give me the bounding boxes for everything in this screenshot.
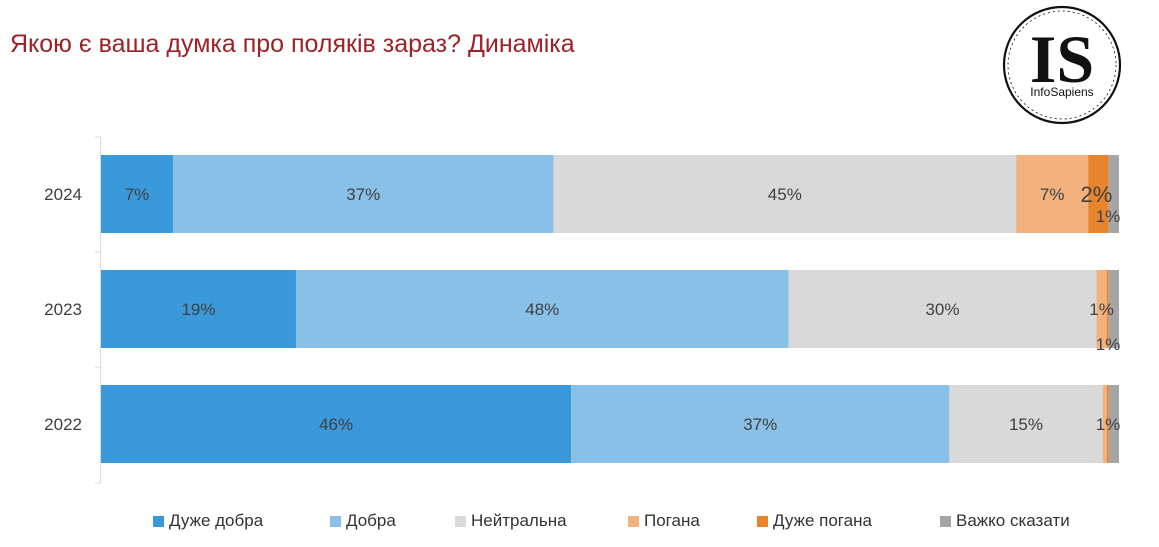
data-label: 30% xyxy=(925,300,959,319)
legend-item: Погана xyxy=(628,511,700,531)
legend-label: Добра xyxy=(346,511,396,530)
data-label: 45% xyxy=(768,185,802,204)
data-label: 15% xyxy=(1009,415,1043,434)
y-tick-label: 2023 xyxy=(44,300,82,319)
bar-segment xyxy=(295,270,789,348)
legend-label: Погана xyxy=(644,511,700,530)
data-label: 1% xyxy=(1096,207,1121,226)
legend-label: Дуже погана xyxy=(773,511,872,530)
data-label: 37% xyxy=(346,185,380,204)
labels-layer: 7% 37% 45% 7% 2%1%19% 48% 30% 1%1%46% 37% 15% 1% xyxy=(125,182,1121,434)
bar-segment xyxy=(553,155,1017,233)
bar-segment xyxy=(788,270,1097,348)
bars-layer xyxy=(101,155,1119,463)
bar-segment xyxy=(1016,155,1089,233)
legend-item: Важко сказати xyxy=(940,511,1070,531)
bar-segment xyxy=(1106,270,1109,348)
bar-segment xyxy=(1102,385,1107,463)
legend-swatch xyxy=(153,515,164,527)
data-label: 1% xyxy=(1089,300,1114,319)
bar-segment xyxy=(1106,385,1109,463)
data-label: 2% xyxy=(1081,182,1113,207)
legend-swatch xyxy=(940,515,951,527)
logo-subtitle: InfoSapiens xyxy=(1030,85,1093,99)
legend-swatch xyxy=(628,515,639,527)
bar-segment xyxy=(949,385,1103,463)
data-label: 37% xyxy=(743,415,777,434)
bar-segment xyxy=(1108,155,1119,233)
legend-swatch xyxy=(455,515,466,527)
axis-layer: 2024 2023 2022 xyxy=(44,136,101,484)
bar-segment xyxy=(1108,385,1119,463)
y-tick-label: 2024 xyxy=(44,185,82,204)
chart-title: Якою є ваша думка про поляків зараз? Дин… xyxy=(10,30,575,58)
bar-segment xyxy=(101,270,296,348)
legend: Дуже добра Добра Нейтральна Погана Дуже пога… xyxy=(0,511,1159,535)
bar-segment xyxy=(101,155,173,233)
legend-item: Дуже добра xyxy=(153,511,263,531)
legend-swatch xyxy=(330,515,341,527)
bar-segment xyxy=(1088,155,1109,233)
bar-segment xyxy=(1108,270,1119,348)
bar-segment xyxy=(101,385,572,463)
data-label: 48% xyxy=(525,300,559,319)
y-tick-label: 2022 xyxy=(44,415,82,434)
legend-label: Нейтральна xyxy=(471,511,567,530)
bar-segment xyxy=(172,155,554,233)
legend-label: Дуже добра xyxy=(169,511,264,530)
legend-label: Важко сказати xyxy=(956,511,1070,530)
logo-mark: IS xyxy=(1030,21,1094,97)
data-label: 1% xyxy=(1096,415,1121,434)
legend-swatch xyxy=(757,515,768,527)
legend-item: Дуже погана xyxy=(757,511,872,531)
bar-segment xyxy=(571,385,950,463)
data-label: 7% xyxy=(125,185,150,204)
data-label: 1% xyxy=(1096,335,1121,354)
data-label: 7% xyxy=(1040,185,1065,204)
data-label: 19% xyxy=(181,300,215,319)
data-label: 46% xyxy=(319,415,353,434)
legend-item: Добра xyxy=(330,511,396,531)
legend-item: Нейтральна xyxy=(455,511,567,531)
bar-segment xyxy=(1096,270,1107,348)
infosapiens-logo: IS InfoSapiens xyxy=(1002,5,1122,125)
